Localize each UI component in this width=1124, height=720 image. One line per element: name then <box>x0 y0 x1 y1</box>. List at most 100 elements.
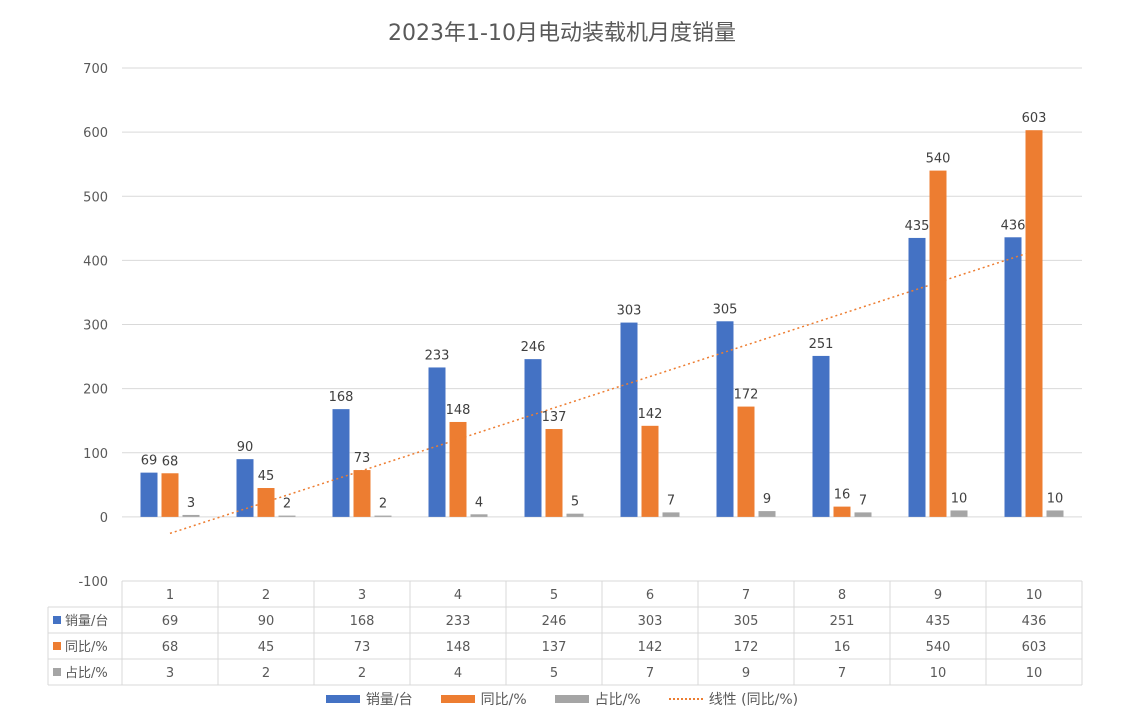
data-label: 137 <box>542 410 567 425</box>
legend: 销量/台 同比/% 占比/% 线性 (同比/%) <box>0 686 1124 712</box>
y-axis: -100 0 100 200 300 400 500 600 700 <box>78 62 108 590</box>
bar[interactable] <box>854 512 872 517</box>
chart: 2023年1-10月电动装载机月度销量 -100 0 100 200 300 400 500… <box>47 21 1083 686</box>
data-label: 3 <box>187 496 195 511</box>
table-cell: 435 <box>926 614 951 629</box>
bar[interactable] <box>470 514 488 517</box>
bar[interactable] <box>737 406 755 517</box>
bar[interactable] <box>545 429 563 517</box>
y-tick-label: 200 <box>83 383 108 398</box>
bar[interactable] <box>929 170 947 517</box>
table-cell: 603 <box>1022 640 1047 655</box>
trendline-path <box>169 250 1035 535</box>
data-label: 172 <box>734 388 759 403</box>
trendline <box>169 250 1035 535</box>
table-cell: 246 <box>542 614 567 629</box>
bar[interactable] <box>524 359 542 517</box>
legend-label-sales: 销量/台 <box>365 692 413 708</box>
bar[interactable] <box>1004 237 1022 517</box>
data-label: 435 <box>905 219 930 234</box>
chart-title: 2023年1-10月电动装载机月度销量 <box>388 21 736 46</box>
bar[interactable] <box>278 515 296 517</box>
data-label: 303 <box>617 304 642 319</box>
x-tick-label: 5 <box>550 588 558 603</box>
data-label: 233 <box>425 348 450 363</box>
bar[interactable] <box>161 473 179 517</box>
legend-item-sales[interactable]: 销量/台 <box>325 689 413 709</box>
table-cell: 45 <box>258 640 275 655</box>
bar[interactable] <box>716 321 734 517</box>
table-legend-key <box>53 668 61 676</box>
data-label: 7 <box>667 493 675 508</box>
x-tick-label: 3 <box>358 588 366 603</box>
table-cell: 68 <box>162 640 179 655</box>
data-label: 69 <box>141 454 158 469</box>
table-row-header: 占比/% <box>65 666 108 681</box>
table-cell: 540 <box>926 640 951 655</box>
x-tick-label: 10 <box>1026 588 1043 603</box>
table-row-header: 销量/台 <box>65 614 108 629</box>
table-cell: 251 <box>830 614 855 629</box>
bar[interactable] <box>908 237 926 517</box>
bar[interactable] <box>758 511 776 517</box>
bar[interactable] <box>1025 130 1043 517</box>
legend-swatch-sales <box>325 695 360 703</box>
table-cell: 137 <box>542 640 567 655</box>
bar[interactable] <box>449 421 467 517</box>
table-cell: 16 <box>834 640 851 655</box>
data-label: 305 <box>713 302 738 317</box>
y-tick-label: 0 <box>100 511 108 526</box>
legend-item-share[interactable]: 占比/% <box>554 689 641 709</box>
table-cell: 2 <box>358 666 366 681</box>
data-label: 10 <box>951 491 968 506</box>
y-tick-label: 400 <box>83 254 108 269</box>
table-legend-key <box>53 616 61 624</box>
data-label: 5 <box>571 495 579 510</box>
data-label: 2 <box>283 497 291 512</box>
table-cell: 172 <box>734 640 759 655</box>
bar[interactable] <box>833 506 851 517</box>
legend-item-yoy[interactable]: 同比/% <box>440 689 527 709</box>
y-tick-label: 100 <box>83 447 108 462</box>
x-tick-label: 8 <box>838 588 846 603</box>
legend-swatch-trend <box>668 698 703 700</box>
bar[interactable] <box>332 409 350 517</box>
table-cell: 142 <box>638 640 663 655</box>
bar[interactable] <box>428 367 446 517</box>
data-label: 4 <box>475 495 483 510</box>
bar[interactable] <box>182 514 200 517</box>
y-tick-label: 600 <box>83 126 108 141</box>
table-legend-key <box>53 642 61 650</box>
data-label: 9 <box>763 492 771 507</box>
bar[interactable] <box>620 322 638 517</box>
bar[interactable] <box>566 513 584 517</box>
bar[interactable] <box>236 459 254 517</box>
legend-label-trend: 线性 (同比/%) <box>708 692 799 708</box>
legend-item-trend[interactable]: 线性 (同比/%) <box>668 689 799 709</box>
data-label: 246 <box>521 340 546 355</box>
data-label: 68 <box>162 454 179 469</box>
bar[interactable] <box>662 512 680 517</box>
table-cell: 148 <box>446 640 471 655</box>
table-cell: 233 <box>446 614 471 629</box>
bar[interactable] <box>950 510 968 517</box>
bar[interactable] <box>140 472 158 517</box>
bar[interactable] <box>1046 510 1064 517</box>
data-label: 2 <box>379 497 387 512</box>
data-label: 16 <box>834 488 851 503</box>
bar[interactable] <box>353 470 371 517</box>
y-tick-label: 700 <box>83 62 108 77</box>
bar[interactable] <box>641 425 659 517</box>
legend-label-share: 占比/% <box>594 692 641 708</box>
table-cell: 303 <box>638 614 663 629</box>
x-tick-label: 1 <box>166 588 174 603</box>
x-tick-label: 6 <box>646 588 654 603</box>
legend-label-yoy: 同比/% <box>480 692 527 708</box>
data-label: 436 <box>1001 218 1026 233</box>
table-row-header: 同比/% <box>65 640 108 655</box>
bar[interactable] <box>374 515 392 517</box>
bar[interactable] <box>812 355 830 517</box>
data-label: 73 <box>354 451 371 466</box>
